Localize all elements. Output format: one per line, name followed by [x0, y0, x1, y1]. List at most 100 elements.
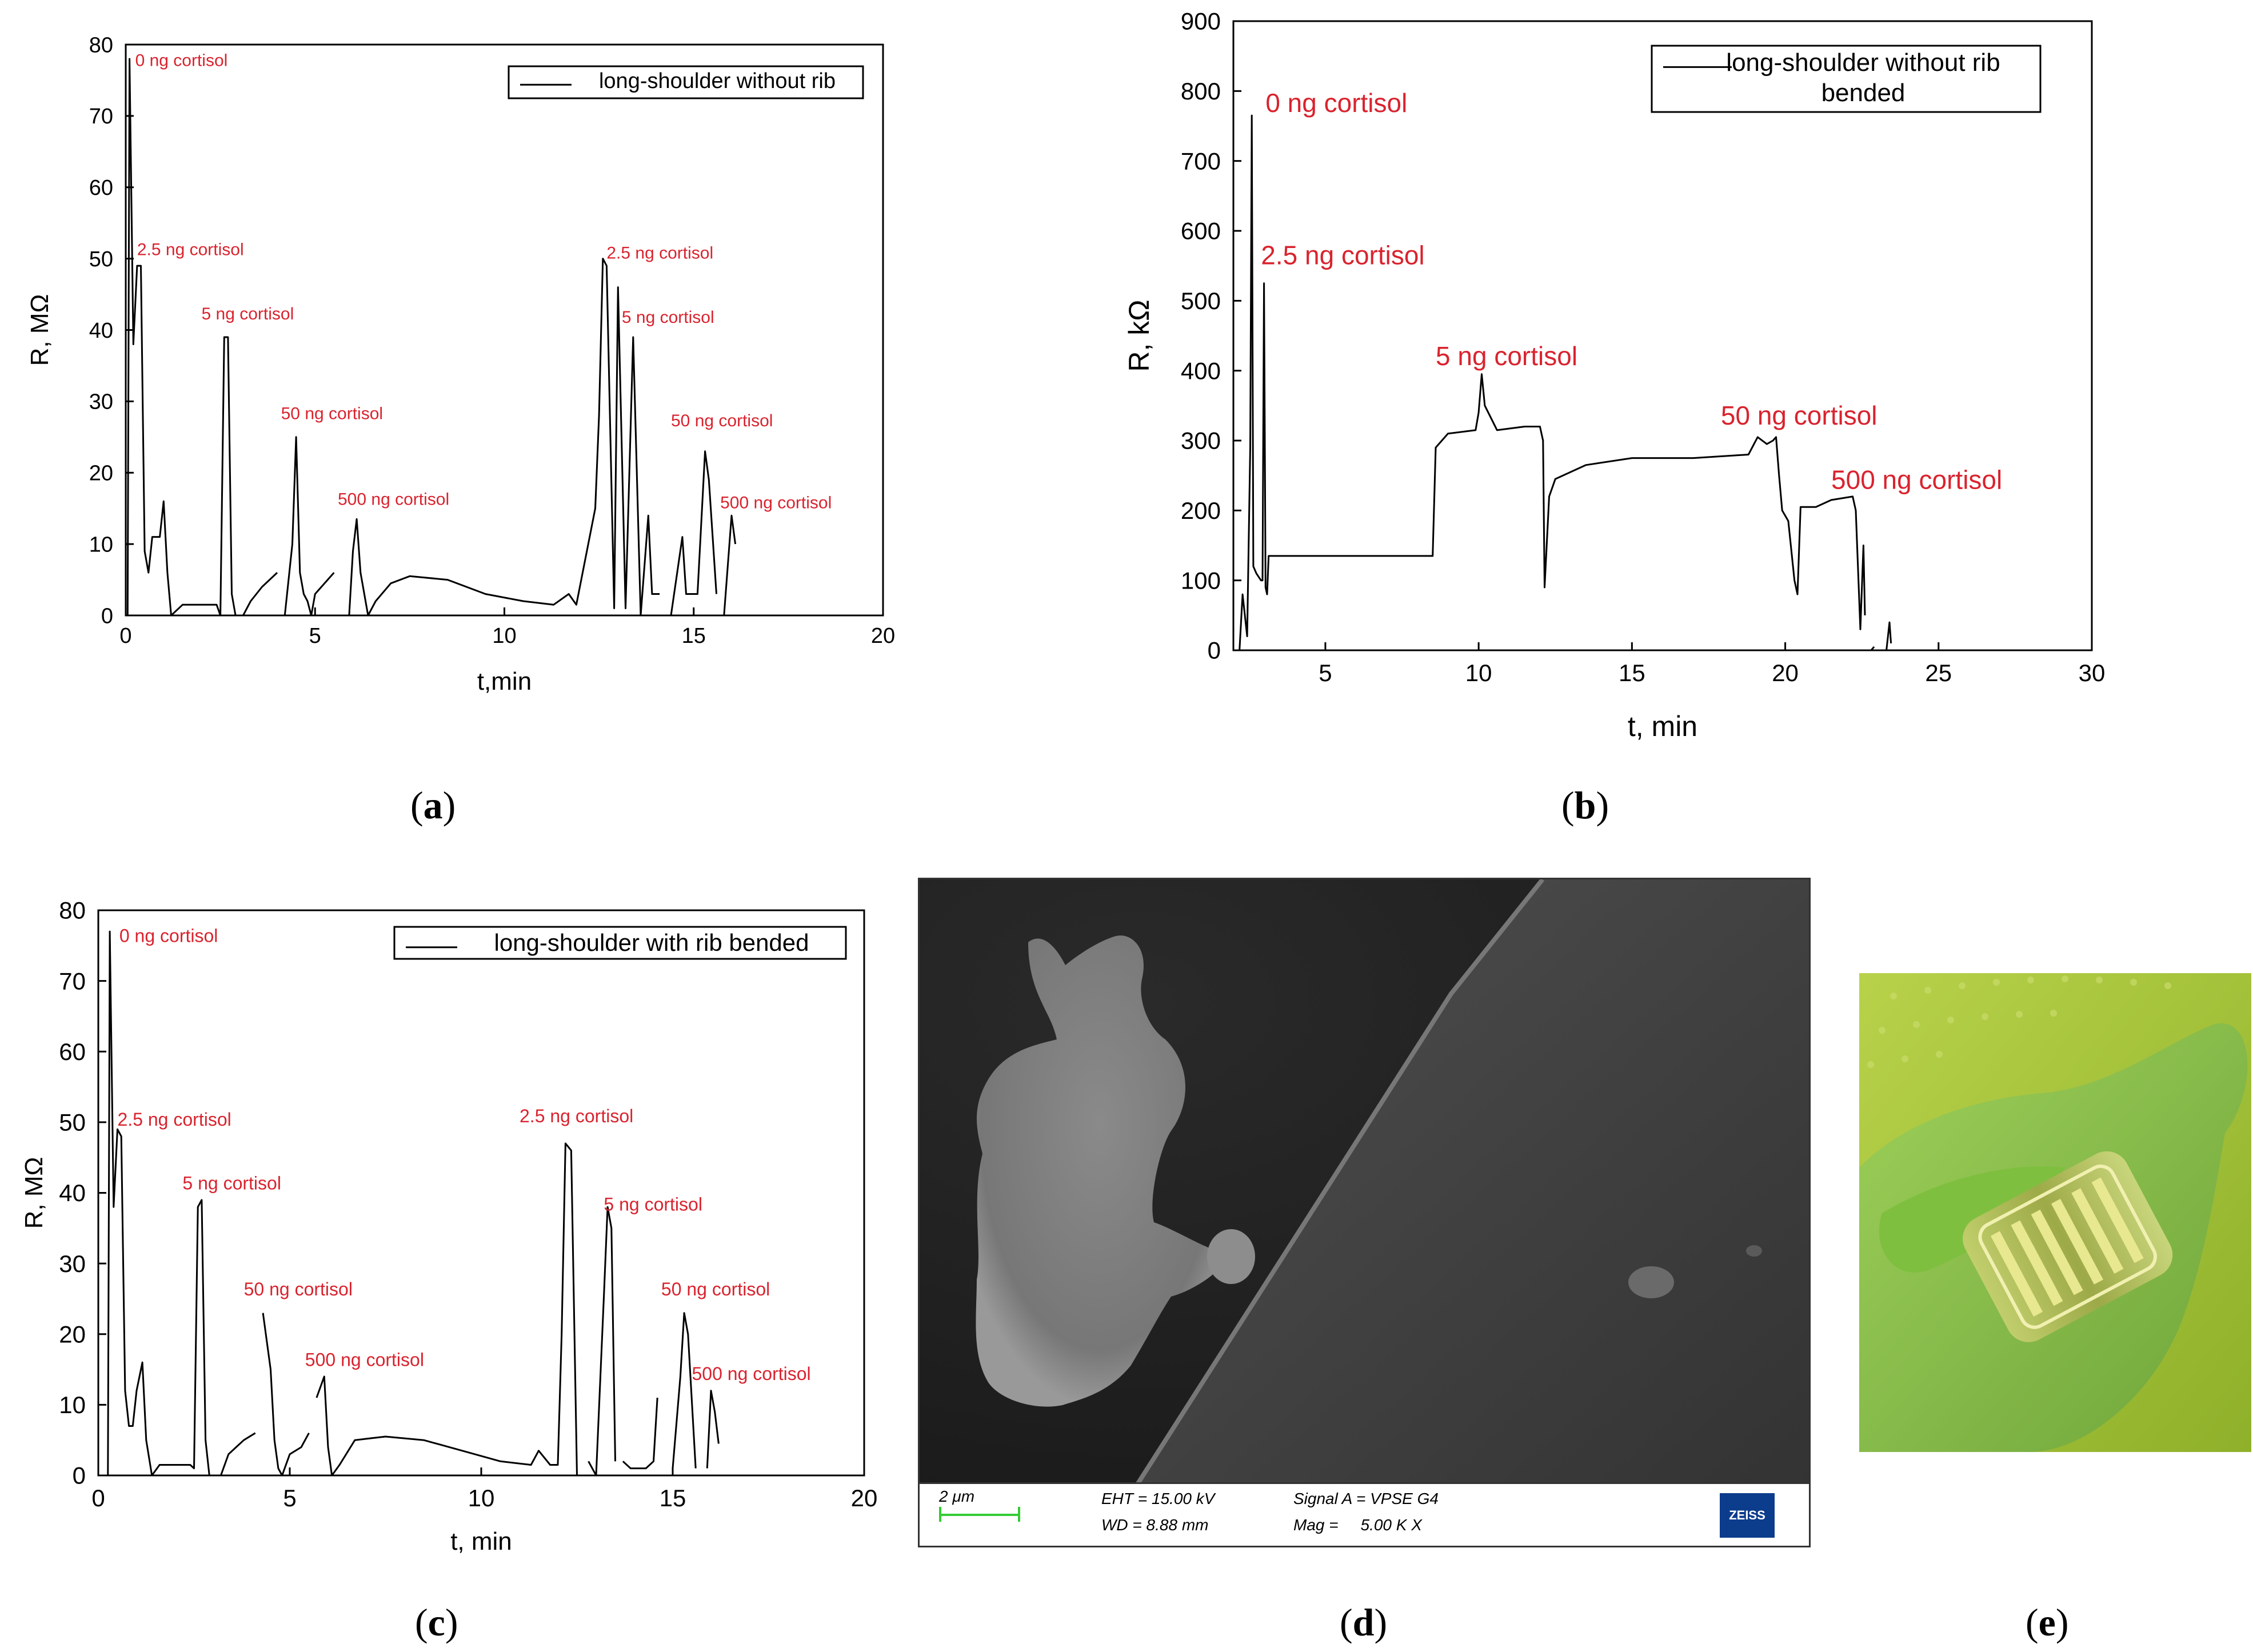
sem-signal: Signal A = VPSE G4	[1293, 1490, 1439, 1507]
data-label: 0 ng cortisol	[1265, 88, 1407, 118]
caption-e: (e)	[2026, 1601, 2069, 1644]
x-tick-label: 5	[309, 624, 321, 648]
y-tick-label: 50	[89, 247, 113, 271]
sem-micrograph	[918, 878, 1811, 1547]
chart-a: 0 5 10 15 20 0 10 20 30 40 50 60 70 80 t,min R, MΩ 0 ng …	[26, 33, 895, 695]
x-tick-label: 10	[1465, 659, 1492, 686]
y-tick-label: 400	[1181, 357, 1221, 384]
y-tick-label: 20	[59, 1321, 86, 1347]
sem-scale-bar	[939, 1514, 1019, 1516]
y-tick-label: 200	[1181, 497, 1221, 524]
x-tick-label: 20	[871, 624, 895, 648]
data-label: 0 ng cortisol	[119, 926, 218, 946]
y-tick-label: 50	[59, 1109, 86, 1136]
data-label: 500 ng cortisol	[305, 1349, 424, 1370]
series-line	[622, 1397, 658, 1470]
data-label: 2.5 ng cortisol	[137, 240, 244, 259]
series-line	[348, 258, 642, 617]
data-label: 500 ng cortisol	[720, 494, 832, 513]
y-tick-label: 40	[59, 1179, 86, 1206]
series-line	[1870, 646, 1875, 651]
y-tick-label: 10	[89, 533, 113, 557]
legend-label: long-shoulder with rib bended	[494, 929, 809, 956]
series-line	[283, 436, 335, 617]
legend-box	[508, 65, 864, 99]
glove-sensor-photo	[1859, 973, 2251, 1452]
y-tick-label: 800	[1181, 78, 1221, 105]
y-tick-label: 70	[89, 105, 113, 129]
data-label: 50 ng cortisol	[1721, 401, 1878, 430]
series-line	[588, 1206, 616, 1477]
x-tick-label: 15	[682, 624, 706, 648]
x-tick-label: 15	[660, 1485, 686, 1511]
data-label: 50 ng cortisol	[244, 1279, 353, 1299]
y-tick-label: 0	[1208, 637, 1221, 664]
series-line	[706, 1390, 720, 1469]
series-line	[315, 1142, 578, 1477]
x-tick-label: 30	[2079, 659, 2106, 686]
y-axis-label: R, MΩ	[20, 1157, 48, 1229]
sem-mag: Mag = 5.00 K X	[1293, 1516, 1422, 1534]
legend-label: long-shoulder without rib	[1726, 49, 2000, 77]
x-tick-label: 5	[1319, 659, 1332, 686]
data-label: 2.5 ng cortisol	[606, 244, 713, 263]
data-label: 500 ng cortisol	[338, 490, 449, 509]
legend-box	[1651, 45, 2042, 113]
x-tick-label: 25	[1925, 659, 1952, 686]
y-tick-label: 40	[89, 319, 113, 343]
series-line	[1886, 621, 1892, 651]
x-axis-label: t, min	[1628, 710, 1697, 742]
x-axis-label: t,min	[477, 667, 532, 695]
y-tick-label: 20	[89, 462, 113, 486]
chart-c: 0 5 10 15 20 0 10 20 30 40 50 60 70 80 t, min R, MΩ 0 ng…	[20, 897, 877, 1555]
y-tick-label: 30	[59, 1250, 86, 1277]
y-tick-label: 600	[1181, 218, 1221, 245]
chart-b: 5 10 15 20 25 300100200300400500600700800900t…	[1123, 8, 2106, 742]
y-axis-label: R, kΩ	[1123, 299, 1155, 371]
series-line	[640, 514, 660, 616]
series-line	[723, 514, 737, 616]
data-label: 5 ng cortisol	[182, 1173, 281, 1193]
x-axis-label: t, min	[450, 1527, 512, 1555]
sem-eht: EHT = 15.00 kV	[1101, 1490, 1215, 1507]
y-tick-label: 80	[59, 897, 86, 924]
x-tick-label: 5	[283, 1485, 296, 1511]
data-label: 50 ng cortisol	[661, 1279, 770, 1299]
y-tick-label: 500	[1181, 287, 1221, 314]
sem-scale-tick-left	[939, 1507, 941, 1522]
sem-scale-tick-right	[1018, 1507, 1020, 1522]
y-tick-label: 300	[1181, 427, 1221, 454]
data-label: 5 ng cortisol	[604, 1194, 702, 1214]
y-tick-label: 60	[59, 1038, 86, 1065]
data-label: 50 ng cortisol	[671, 411, 773, 430]
data-label: 500 ng cortisol	[1831, 465, 2002, 494]
x-tick-label: 20	[1772, 659, 1799, 686]
data-label: 0 ng cortisol	[135, 51, 228, 70]
series-line	[1239, 114, 1866, 651]
x-tick-label: 10	[468, 1485, 495, 1511]
y-tick-label: 100	[1181, 567, 1221, 594]
series-line	[219, 1432, 256, 1476]
y-tick-label: 0	[101, 604, 113, 628]
sem-info-bar: 2 μm EHT = 15.00 kV WD = 8.88 mm Signal …	[918, 1482, 1811, 1547]
y-tick-label: 80	[89, 33, 113, 57]
y-tick-label: 70	[59, 967, 86, 994]
x-tick-label: 10	[492, 624, 516, 648]
legend-label: bended	[1821, 79, 1906, 107]
x-tick-label: 0	[91, 1485, 105, 1511]
series-line	[672, 1312, 697, 1469]
caption-b: (b)	[1561, 783, 1609, 827]
sem-scale-label: 2 μm	[939, 1487, 975, 1505]
x-tick-label: 0	[119, 624, 131, 648]
data-label: 5 ng cortisol	[202, 305, 294, 323]
data-label: 2.5 ng cortisol	[520, 1106, 633, 1126]
caption-d: (d)	[1340, 1601, 1388, 1644]
data-label: 50 ng cortisol	[281, 405, 383, 423]
sem-wd: WD = 8.88 mm	[1101, 1516, 1209, 1534]
series-line	[107, 930, 210, 1477]
y-tick-label: 0	[73, 1462, 86, 1489]
legend-label: long-shoulder without rib	[599, 69, 836, 93]
y-tick-label: 900	[1181, 8, 1221, 35]
series-line	[670, 450, 717, 616]
y-axis-label: R, MΩ	[26, 294, 54, 366]
